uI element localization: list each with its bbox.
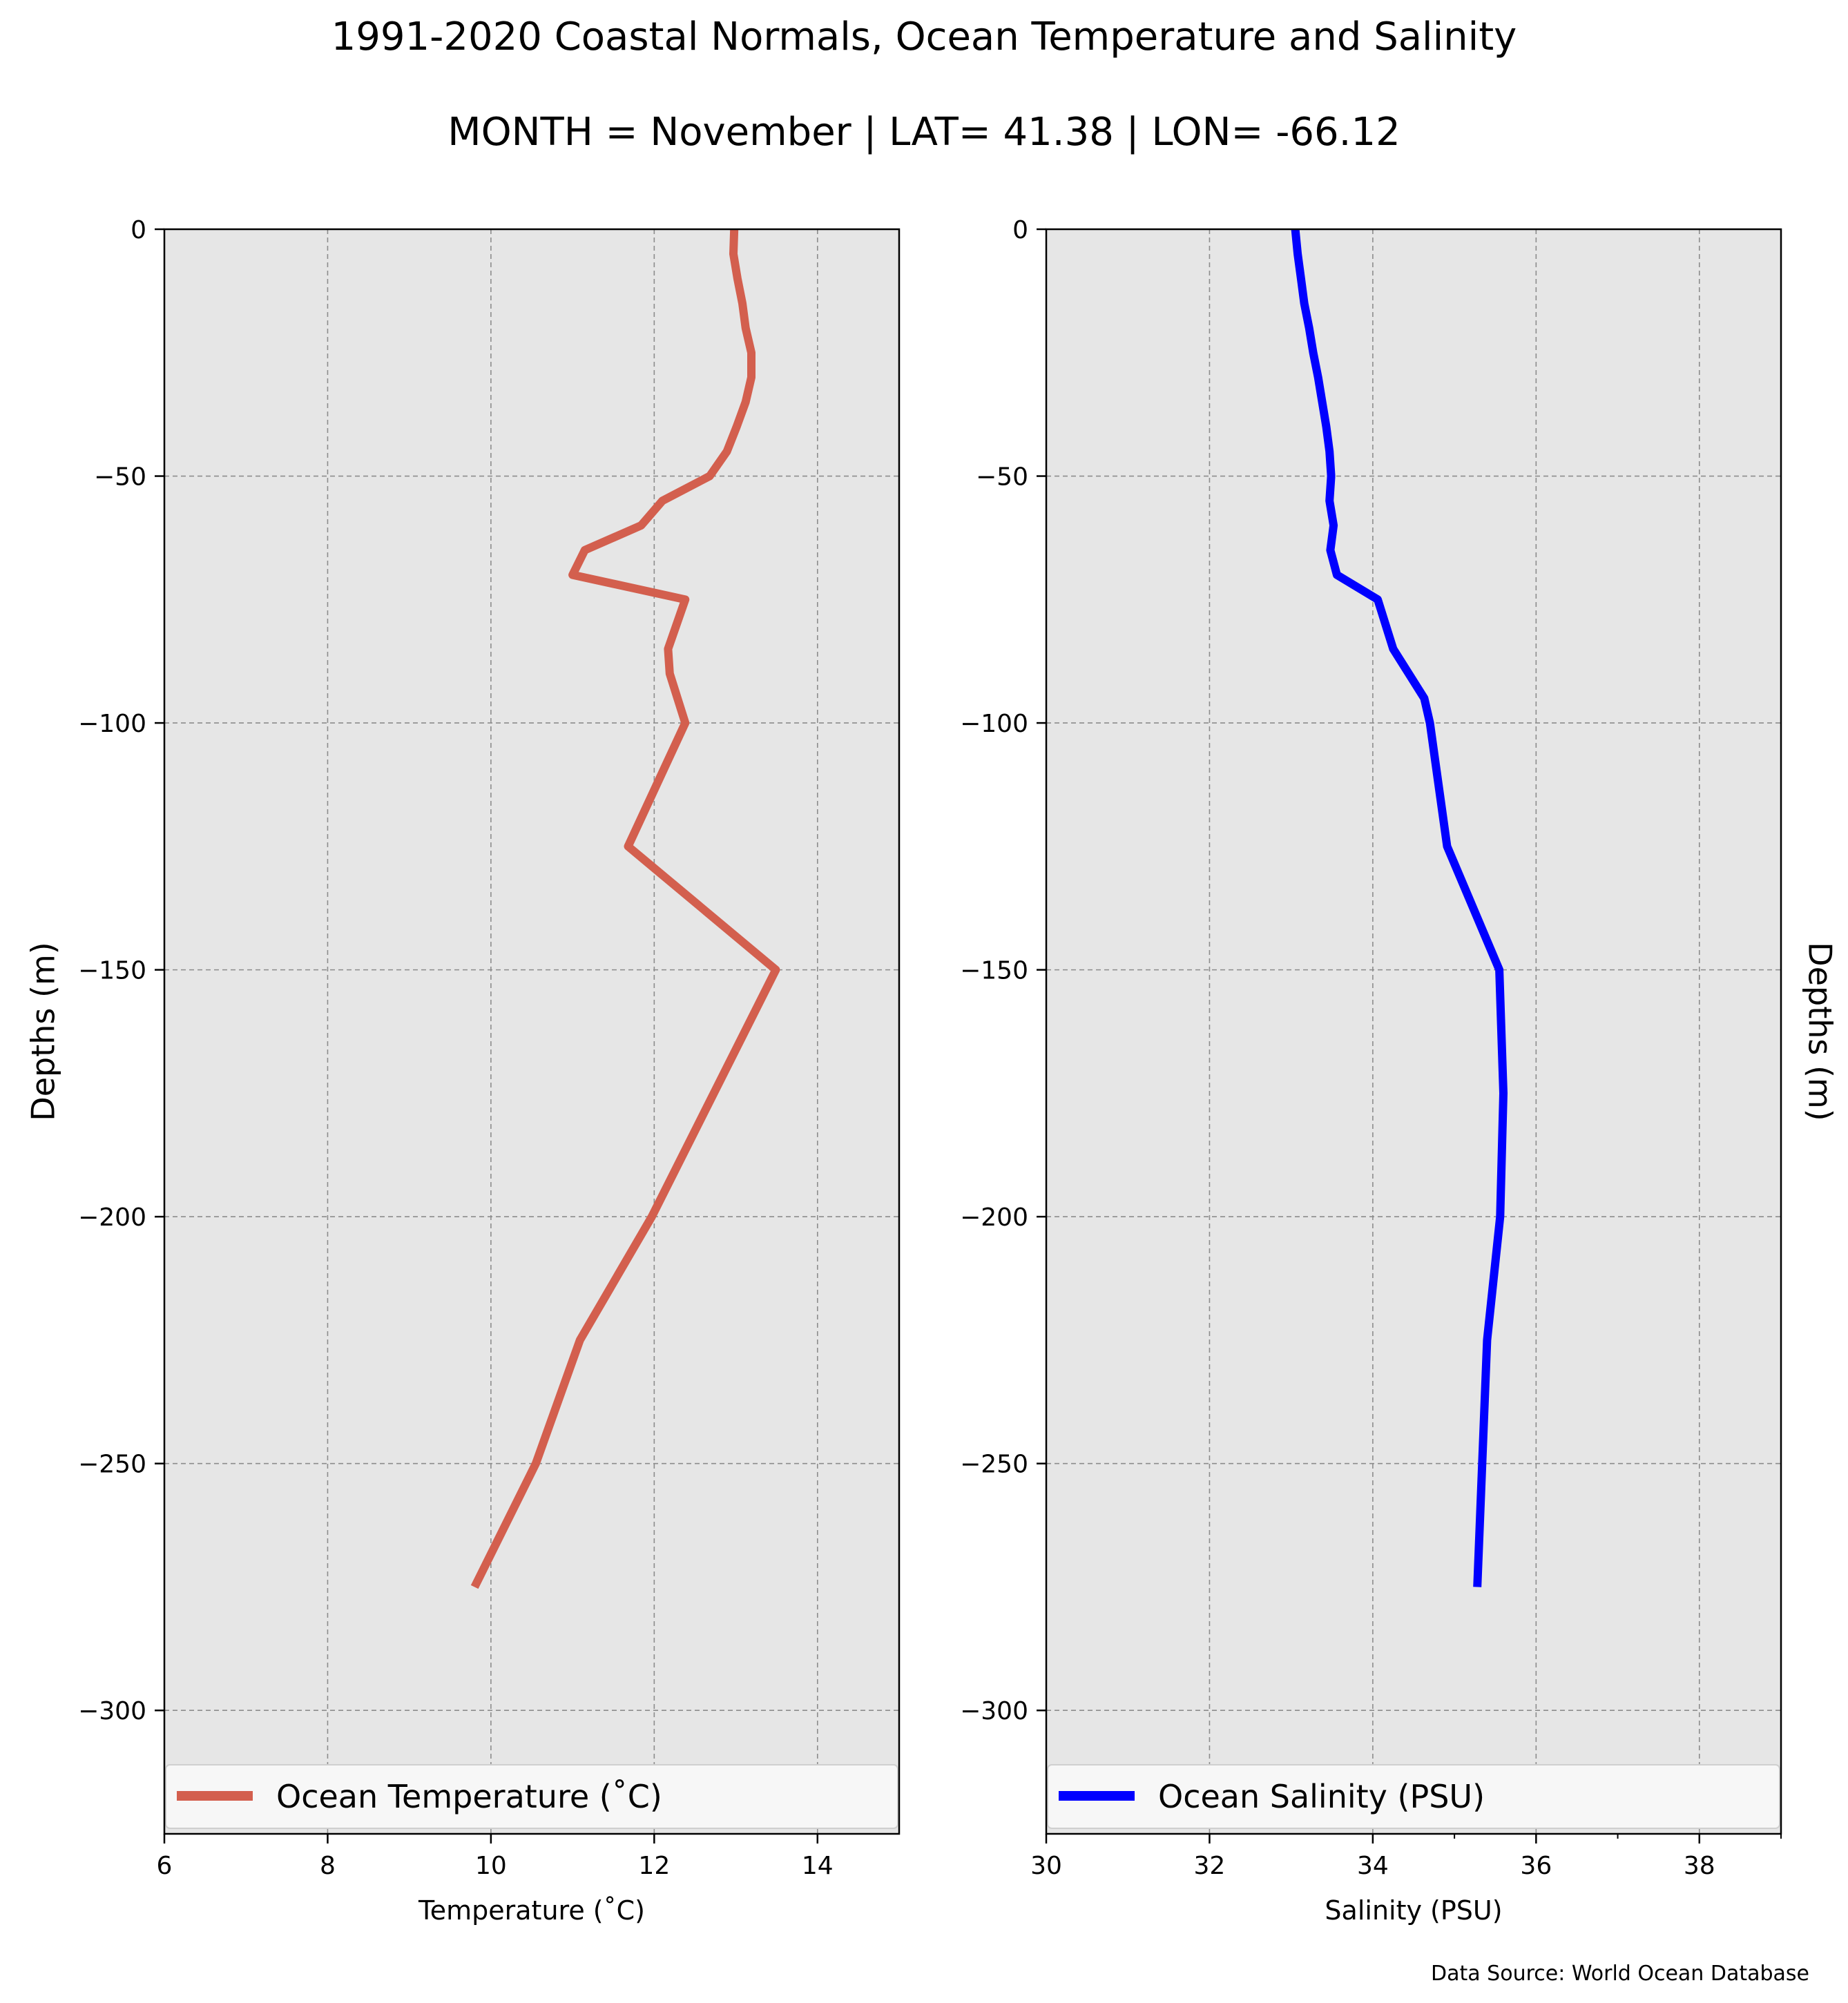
x-tick-label: 36 xyxy=(1520,1852,1552,1880)
plot-background xyxy=(1046,229,1781,1834)
y-tick-label: 0 xyxy=(1012,216,1028,244)
panel-1: Ocean Temperature (˚C) 6 8 10 12 14 0 −50 −100 −1… xyxy=(25,216,901,1926)
legend-label: Ocean Salinity (PSU) xyxy=(1158,1778,1485,1815)
y-tick-label: −50 xyxy=(94,463,146,492)
legend-box xyxy=(165,1764,898,1829)
source-note: Data Source: World Ocean Database xyxy=(1431,1962,1809,1986)
chart-subtitle: MONTH = November | LAT= 41.38 | LON= -66… xyxy=(447,110,1401,155)
x-tick-label: 8 xyxy=(320,1852,336,1880)
y-tick-label: −50 xyxy=(976,463,1028,492)
y-axis-label: Depths (m) xyxy=(25,942,62,1121)
y-tick-label: −100 xyxy=(78,710,146,738)
x-axis-label: Temperature (˚C) xyxy=(418,1895,645,1926)
axes-frame xyxy=(1045,228,1782,1835)
chart-title: 1991-2020 Coastal Normals, Ocean Tempera… xyxy=(331,14,1517,59)
x-tick-label: 10 xyxy=(475,1852,507,1880)
plot-background xyxy=(164,229,899,1834)
y-tick-label: −150 xyxy=(960,957,1028,985)
x-tick-label: 34 xyxy=(1357,1852,1389,1880)
x-tick-label: 12 xyxy=(638,1852,670,1880)
y-tick-label: −150 xyxy=(78,957,146,985)
x-tick-label: 6 xyxy=(157,1852,173,1880)
x-tick-label: 14 xyxy=(802,1852,834,1880)
x-tick-label: 32 xyxy=(1194,1852,1226,1880)
plot-panels: Ocean Temperature (˚C) 6 8 10 12 14 0 −50 −100 −1… xyxy=(25,216,1839,1926)
y-tick-label: 0 xyxy=(131,216,146,244)
axes-frame xyxy=(163,228,901,1835)
x-axis-label: Salinity (PSU) xyxy=(1325,1895,1502,1926)
y-tick-label: −250 xyxy=(960,1451,1028,1479)
y-tick-label: −300 xyxy=(78,1697,146,1725)
y-axis-label: Depths (m) xyxy=(1802,942,1839,1121)
legend-box xyxy=(1047,1764,1780,1829)
y-tick-label: −200 xyxy=(78,1203,146,1232)
y-tick-label: −100 xyxy=(960,710,1028,738)
y-tick-label: −200 xyxy=(960,1203,1028,1232)
legend-label: Ocean Temperature (˚C) xyxy=(276,1778,662,1815)
series-line xyxy=(1291,229,1508,1587)
x-tick-label: 38 xyxy=(1684,1852,1715,1880)
series-line xyxy=(470,229,780,1589)
y-tick-label: −300 xyxy=(960,1697,1028,1725)
x-tick-label: 30 xyxy=(1030,1852,1062,1880)
panel-2: Ocean Salinity (PSU) 30 32 34 36 38 0 −50 −100 −1… xyxy=(960,216,1838,1926)
y-tick-label: −250 xyxy=(78,1451,146,1479)
